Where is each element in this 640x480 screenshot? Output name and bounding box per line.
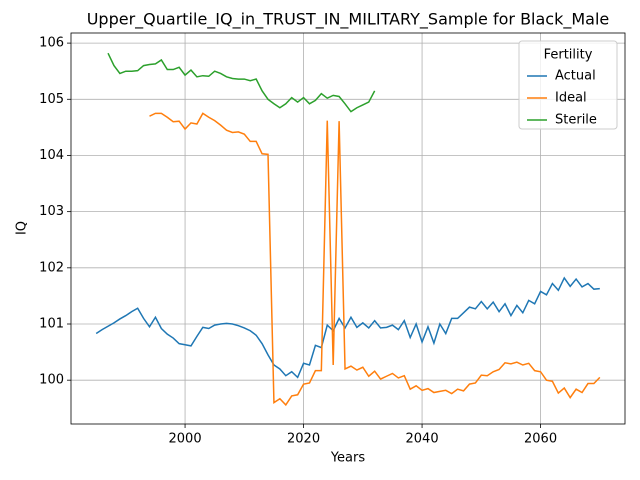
y-tick-label: 100 bbox=[39, 373, 64, 388]
legend-label: Sterile bbox=[555, 113, 597, 128]
y-tick-label: 102 bbox=[39, 260, 64, 275]
x-axis-label: Years bbox=[330, 451, 366, 466]
legend-label: Actual bbox=[555, 69, 596, 84]
x-tick-label: 2020 bbox=[287, 432, 320, 447]
legend-label: Ideal bbox=[555, 91, 587, 106]
chart-title: Upper_Quartile_IQ_in_TRUST_IN_MILITARY_S… bbox=[87, 10, 610, 30]
x-tick-label: 2060 bbox=[524, 432, 557, 447]
x-tick-label: 2000 bbox=[169, 432, 202, 447]
x-tick-label: 2040 bbox=[406, 432, 439, 447]
y-tick-label: 103 bbox=[39, 204, 64, 219]
series-line bbox=[149, 112, 601, 407]
y-tick-label: 106 bbox=[39, 36, 64, 51]
y-axis-label: IQ bbox=[15, 221, 30, 235]
series-line bbox=[95, 276, 600, 379]
legend-title: Fertility bbox=[544, 48, 593, 63]
y-tick-label: 105 bbox=[39, 92, 64, 107]
y-tick-label: 104 bbox=[39, 148, 64, 163]
series-line bbox=[107, 52, 376, 113]
legend-box bbox=[518, 40, 618, 130]
y-tick-label: 101 bbox=[39, 317, 64, 332]
plot-frame bbox=[70, 32, 626, 425]
